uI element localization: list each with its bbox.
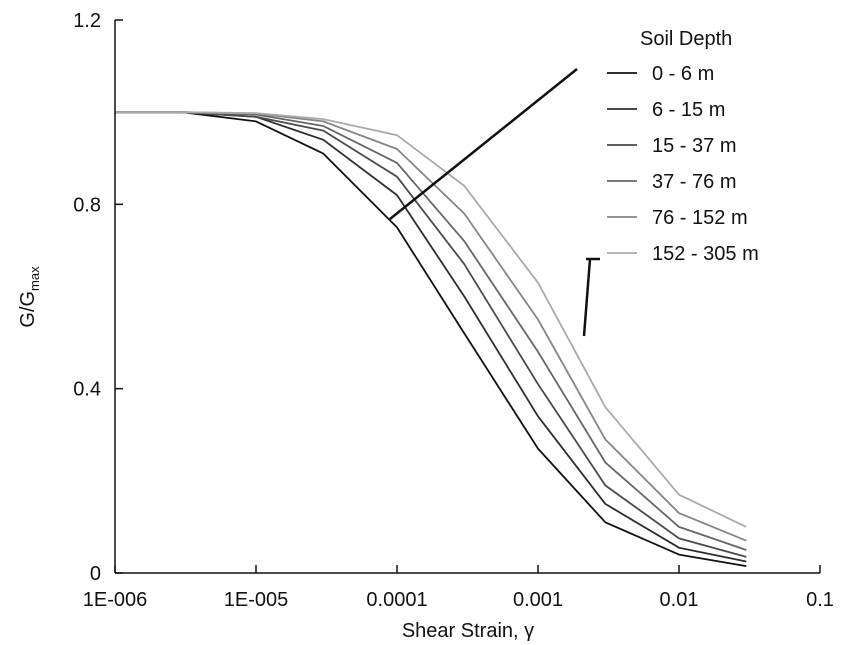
plot-area xyxy=(115,111,747,567)
x-tick-label: 1E-006 xyxy=(83,589,148,611)
y-axis-title-main: G/G xyxy=(17,291,39,328)
y-axis-title: G/Gmax xyxy=(17,266,42,328)
x-tick-label: 0.1 xyxy=(806,589,834,611)
legend-label: 76 - 152 m xyxy=(652,207,748,229)
legend-label: 37 - 76 m xyxy=(652,171,736,193)
legend-label: 6 - 15 m xyxy=(652,99,725,121)
y-tick-label: 0.4 xyxy=(73,379,101,401)
series-line xyxy=(115,111,747,558)
y-tick-label: 1.2 xyxy=(73,10,101,32)
legend-label: 152 - 305 m xyxy=(652,243,759,265)
annotation-arrow-shallow xyxy=(389,68,578,220)
x-tick-label: 0.001 xyxy=(513,589,563,611)
legend-label: 0 - 6 m xyxy=(652,63,714,85)
axes xyxy=(114,20,820,574)
x-tick-label: 0.01 xyxy=(660,589,699,611)
annotation-arrows xyxy=(389,68,600,337)
y-tick-label: 0.8 xyxy=(73,194,101,216)
annotation-arrow-deep xyxy=(582,258,592,337)
x-tick-label: 0.0001 xyxy=(366,589,427,611)
x-axis-title: Shear Strain, γ xyxy=(402,620,534,642)
legend-title: Soil Depth xyxy=(640,28,732,50)
legend: Soil Depth 0 - 6 m 6 - 15 m 15 - 37 m 37 - … xyxy=(607,28,759,265)
x-tick-label: 1E-005 xyxy=(224,589,289,611)
ticks: 1E-006 1E-005 0.0001 0.001 0.01 0.1 0 0.4 0.8 1.2 xyxy=(73,10,834,611)
y-tick-label: 0 xyxy=(90,563,101,585)
series-line xyxy=(115,111,747,567)
series-line xyxy=(115,111,747,528)
legend-label: 15 - 37 m xyxy=(652,135,736,157)
y-axis-title-sub: max xyxy=(27,266,42,291)
